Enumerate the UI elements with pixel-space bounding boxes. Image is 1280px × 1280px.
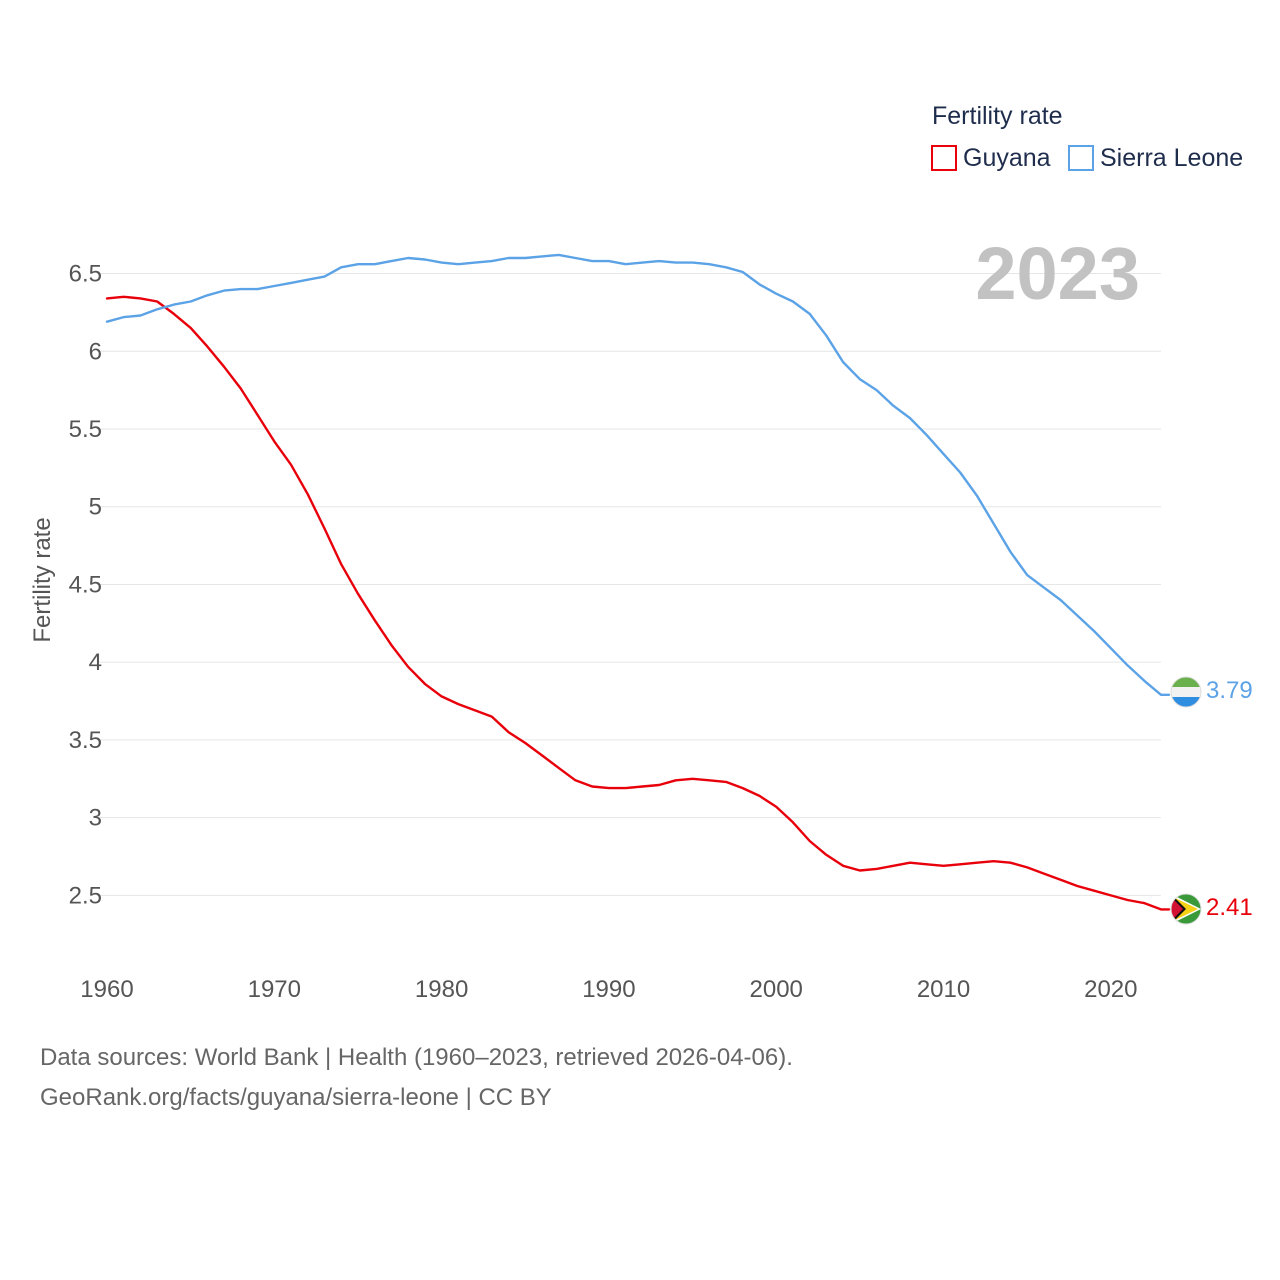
y-tick-label: 5.5 — [69, 416, 102, 443]
y-tick-label: 6 — [89, 338, 102, 365]
x-tick-label: 2010 — [917, 976, 970, 1003]
x-tick-label: 2000 — [750, 976, 803, 1003]
y-tick-label: 3 — [89, 805, 102, 832]
y-axis-title: Fertility rate — [29, 517, 56, 642]
gridlines — [97, 273, 1161, 896]
y-tick-label: 2.5 — [69, 882, 102, 909]
end-label-guyana: 2.41 — [1206, 894, 1253, 921]
legend-swatch-sierra-leone[interactable] — [1068, 145, 1094, 171]
x-tick-label: 1990 — [582, 976, 635, 1003]
end-label-sierra-leone: 3.79 — [1206, 677, 1253, 704]
y-tick-label: 4.5 — [69, 571, 102, 598]
series-lines — [105, 253, 1171, 911]
source-note: Data sources: World Bank | Health (1960–… — [40, 1044, 793, 1071]
year-label: 2023 — [975, 232, 1140, 315]
y-tick-label: 5 — [89, 494, 102, 521]
legend-swatch-guyana[interactable] — [931, 145, 957, 171]
sierra-leone-flag-icon — [1170, 676, 1202, 708]
x-tick-label: 2020 — [1084, 976, 1137, 1003]
y-tick-label: 4 — [89, 649, 102, 676]
x-tick-label: 1960 — [80, 976, 133, 1003]
series-line-sierra-leone[interactable] — [105, 253, 1171, 696]
y-axis-ticks: 2.5 3 3.5 4 4.5 5 5.5 6 6.5 — [69, 261, 102, 910]
y-tick-label: 6.5 — [69, 261, 102, 288]
legend-title: Fertility rate — [932, 102, 1063, 130]
x-axis-ticks: 1960 1970 1980 1990 2000 2010 2020 — [80, 976, 1137, 1003]
legend: Fertility rate Guyana Sierra Leone — [931, 102, 1243, 172]
legend-label-guyana[interactable]: Guyana — [963, 144, 1051, 172]
guyana-flag-icon — [1170, 893, 1202, 925]
series-line-guyana[interactable] — [105, 295, 1171, 911]
x-tick-label: 1970 — [248, 976, 301, 1003]
x-tick-label: 1980 — [415, 976, 468, 1003]
source-link[interactable]: GeoRank.org/facts/guyana/sierra-leone | … — [40, 1084, 552, 1111]
legend-label-sierra-leone[interactable]: Sierra Leone — [1100, 144, 1243, 172]
y-tick-label: 3.5 — [69, 727, 102, 754]
